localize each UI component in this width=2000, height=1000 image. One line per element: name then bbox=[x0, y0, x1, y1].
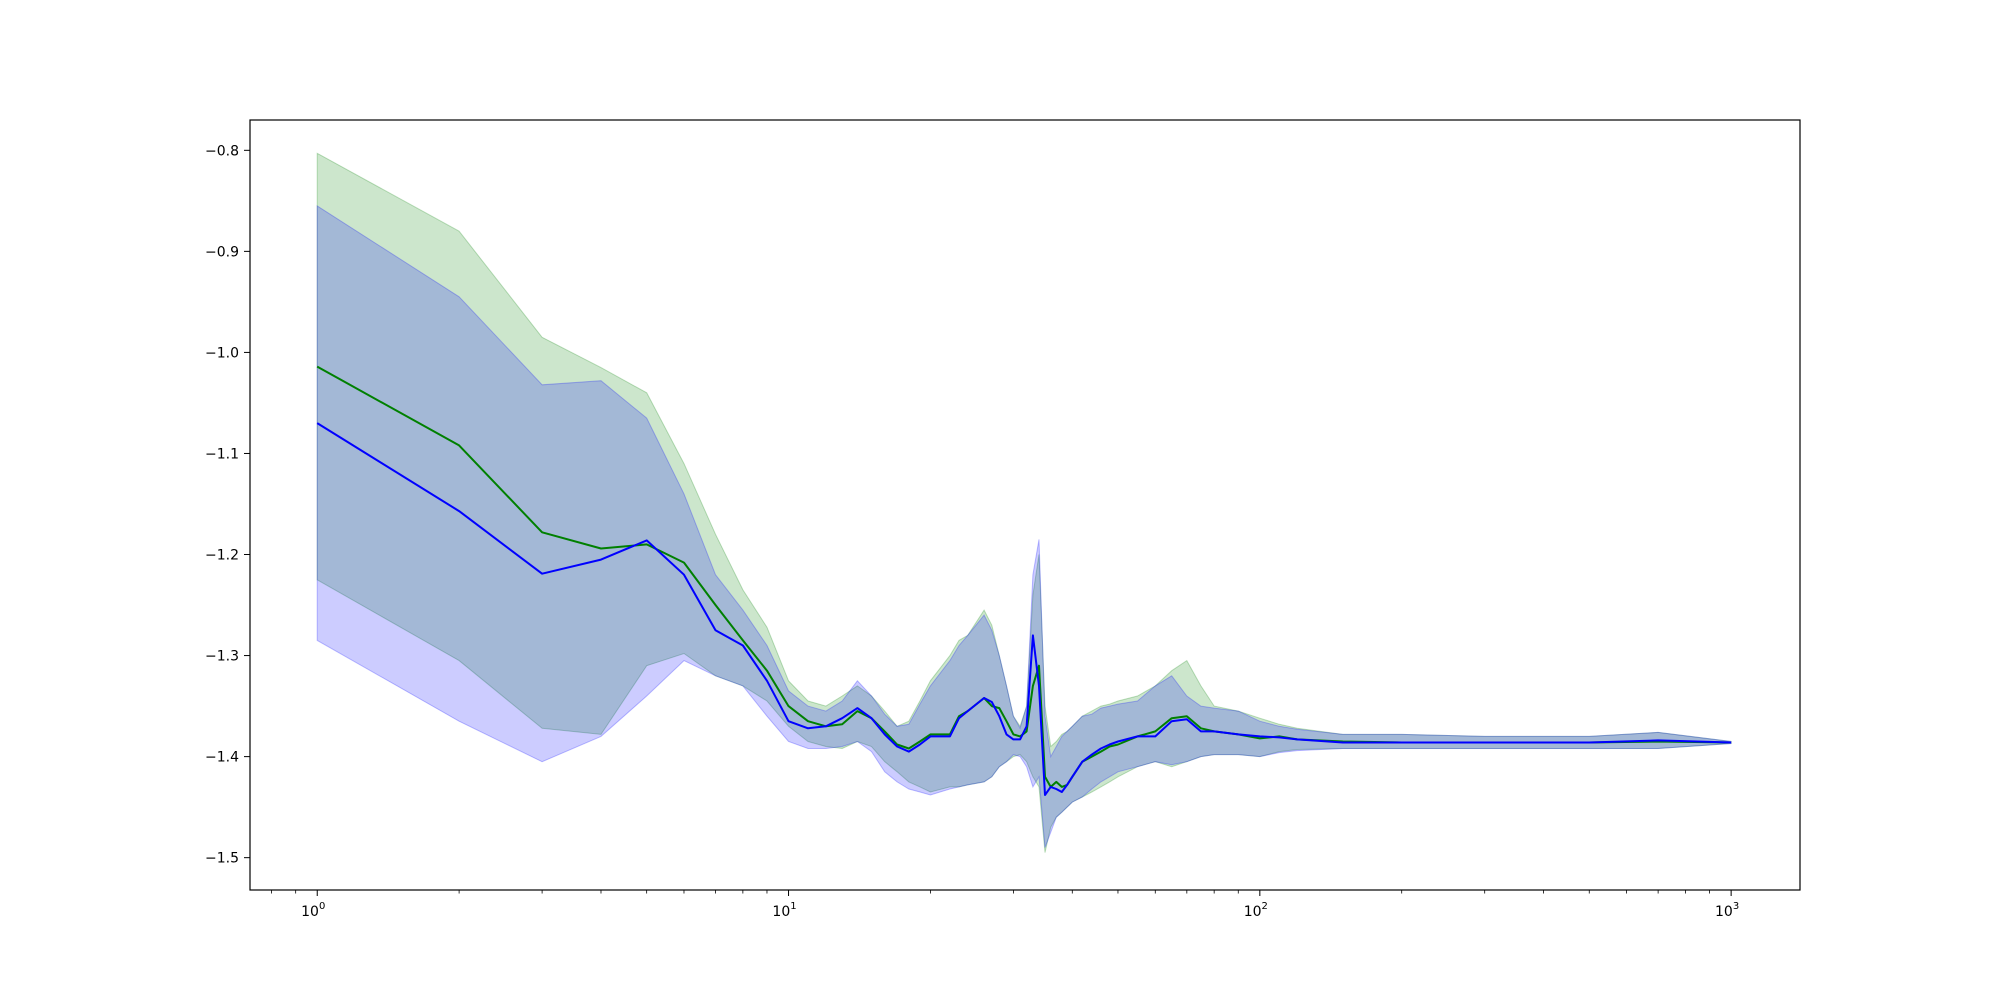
x-tick-label: 102 bbox=[1244, 901, 1268, 920]
x-tick-label: 100 bbox=[301, 901, 325, 920]
y-tick-label: −1.2 bbox=[205, 548, 239, 564]
y-tick-label: −1.1 bbox=[205, 446, 239, 462]
band-series-1 bbox=[316, 152, 1732, 853]
series-lines bbox=[316, 365, 1732, 796]
y-tick-label: −0.9 bbox=[205, 244, 239, 260]
y-tick-label: −1.0 bbox=[205, 345, 239, 361]
y-tick-label: −1.3 bbox=[205, 649, 239, 665]
x-axis: 100 101 102 103 bbox=[271, 890, 1739, 920]
band-series-2 bbox=[316, 204, 1732, 848]
y-tick-label: −1.5 bbox=[205, 851, 239, 867]
x-tick-label: 103 bbox=[1715, 901, 1739, 920]
line-series-2 bbox=[316, 422, 1732, 796]
y-tick-label: −1.4 bbox=[205, 750, 239, 766]
y-tick-label: −0.8 bbox=[205, 143, 239, 159]
y-axis: −0.8 −0.9 −1.0 −1.1 −1.2 −1.3 −1.4 −1.5 bbox=[205, 143, 250, 867]
plot-frame bbox=[249, 119, 1801, 891]
confidence-bands bbox=[316, 152, 1732, 853]
x-tick-label: 101 bbox=[772, 901, 796, 920]
